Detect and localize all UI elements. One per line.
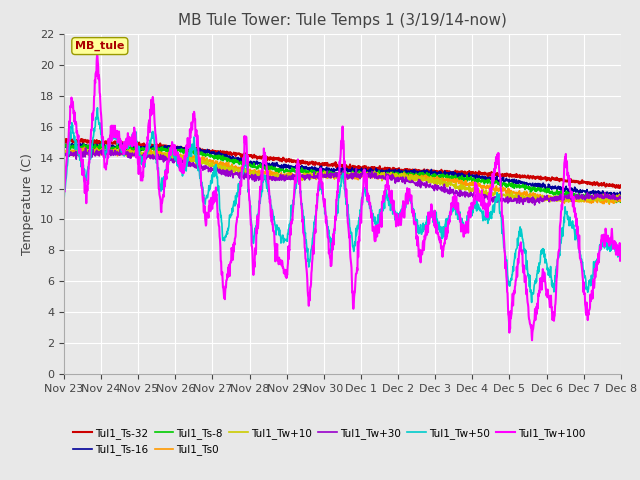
Legend: Tul1_Ts-32, Tul1_Ts-16, Tul1_Ts-8, Tul1_Ts0, Tul1_Tw+10, Tul1_Tw+30, Tul1_Tw+50,: Tul1_Ts-32, Tul1_Ts-16, Tul1_Ts-8, Tul1_… <box>69 424 589 459</box>
Title: MB Tule Tower: Tule Temps 1 (3/19/14-now): MB Tule Tower: Tule Temps 1 (3/19/14-now… <box>178 13 507 28</box>
Y-axis label: Temperature (C): Temperature (C) <box>22 153 35 255</box>
Text: MB_tule: MB_tule <box>75 41 125 51</box>
